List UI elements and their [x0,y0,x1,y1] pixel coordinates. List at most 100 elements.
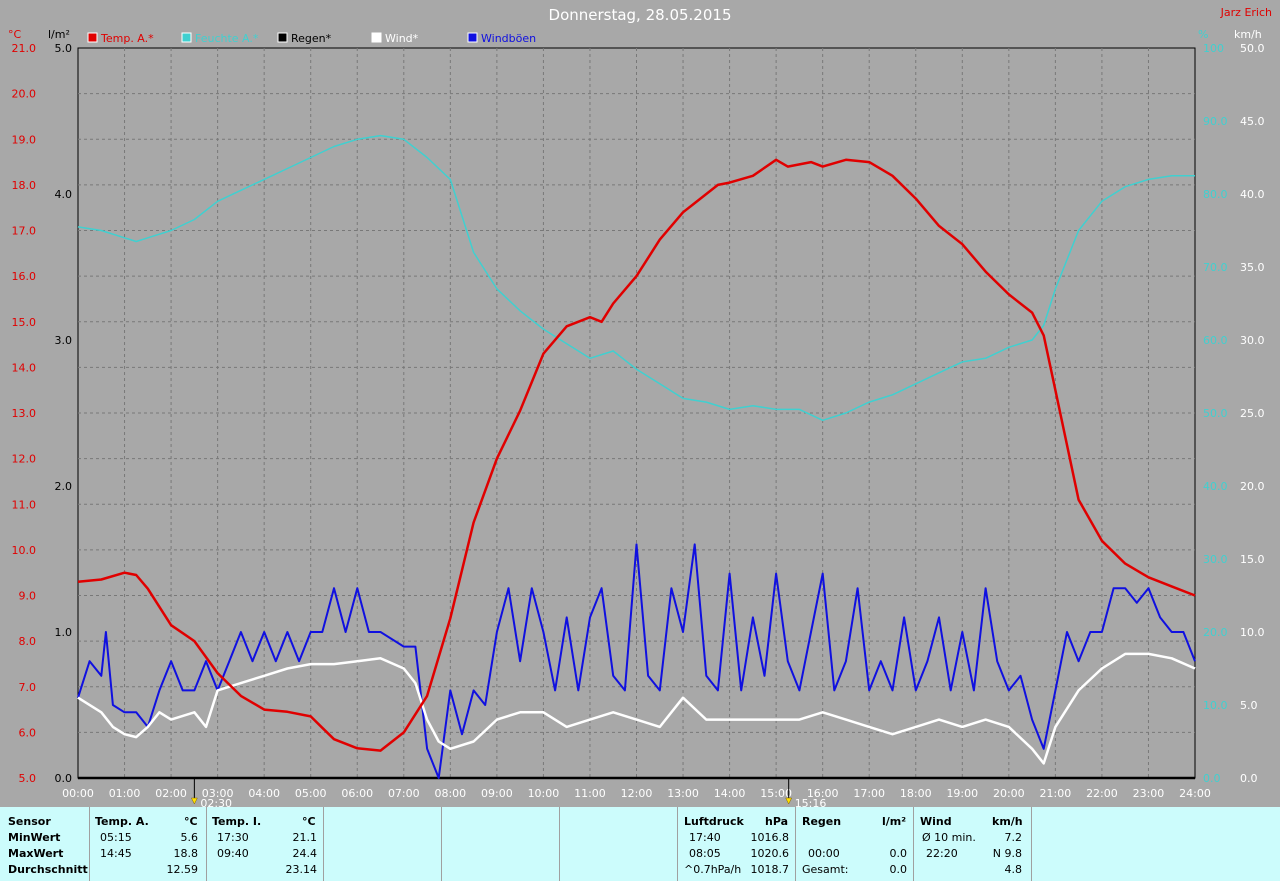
row-label-avg: Durchschnitt [8,863,88,876]
pressure-min-time: 17:40 [689,831,721,844]
temp-a-min-time: 05:15 [100,831,132,844]
temp-i-min-time: 17:30 [217,831,249,844]
weather-chart: °C 5.0 6.0 7.0 8.0 9.0 10.0 11.0 12.0 13.0 14.0 15.… [8,6,1272,807]
x-tick-label: 10:00 [528,787,560,800]
x-tick-label: 18:00 [900,787,932,800]
sensor-header: Sensor [8,815,51,828]
humidity-axis-unit: % [1198,28,1208,41]
x-tick-label: 05:00 [295,787,327,800]
humidity-tick-label: 0.0 [1203,772,1221,785]
temp-tick-label: 10.0 [12,544,37,557]
x-tick-label: 24:00 [1179,787,1211,800]
pressure-trend-label: ^0.7hPa/h [684,863,742,876]
temp-a-min-val: 5.6 [180,831,199,844]
temp-tick-label: 5.0 [19,772,37,785]
wind-mean: 4.8 [1004,863,1023,876]
temp-tick-label: 15.0 [12,316,37,329]
temp-a-avg: 12.59 [166,863,199,876]
rain-header: Regen [802,815,842,828]
wind-tick-label: 25.0 [1240,407,1265,420]
series-line [77,134,1195,422]
wind-tick-label: 45.0 [1240,115,1265,128]
x-tick-label: 19:00 [946,787,978,800]
x-tick-label: 04:00 [248,787,280,800]
temp-a-header: Temp. A. [95,815,149,828]
wind-tick-label: 50.0 [1240,42,1265,55]
x-tick-label: 06:00 [341,787,373,800]
legend-swatch [87,32,98,43]
temp-tick-label: 16.0 [12,270,37,283]
chart-title: Donnerstag, 28.05.2015 [549,6,732,24]
wind-tick-label: 35.0 [1240,261,1265,274]
legend-label: Wind* [385,32,419,45]
humidity-tick-label: 60.0 [1203,334,1228,347]
pressure-header: Luftdruck [684,815,744,828]
temp-tick-label: 7.0 [19,681,37,694]
wind-tick-label: 15.0 [1240,553,1265,566]
rain-time: 00:00 [808,847,840,860]
x-tick-label: 13:00 [667,787,699,800]
temp-tick-label: 13.0 [12,407,37,420]
rain-axis-unit: l/m² [48,28,70,41]
humidity-tick-label: 70.0 [1203,261,1228,274]
x-tick-label: 09:00 [481,787,513,800]
legend-swatch [371,32,382,43]
humidity-tick-label: 100 [1203,42,1224,55]
x-tick-label: 22:00 [1086,787,1118,800]
series-line [77,543,1196,779]
rain-tick-label: 5.0 [55,42,73,55]
humidity-tick-label: 90.0 [1203,115,1228,128]
x-tick-label: 12:00 [621,787,653,800]
marker-label: 15:16 [795,797,827,807]
marker-arrow-icon [190,797,198,805]
temp-tick-label: 17.0 [12,225,37,238]
temp-tick-label: 14.0 [12,361,37,374]
row-label-max: MaxWert [8,847,64,860]
rain-tick-label: 0.0 [55,772,73,785]
wind-tick-label: 10.0 [1240,626,1265,639]
x-tick-label: 20:00 [993,787,1025,800]
humidity-tick-label: 50.0 [1203,407,1228,420]
legend-label: Regen* [291,32,332,45]
rain-val: 0.0 [889,847,908,860]
x-tick-label: 15:00 [760,787,792,800]
wind-avg-val: 7.2 [1004,831,1023,844]
rain-total-label: Gesamt: [802,863,849,876]
x-tick-label: 03:00 [202,787,234,800]
pressure-unit: hPa [765,815,789,828]
temp-a-max-time: 14:45 [100,847,132,860]
temp-tick-label: 12.0 [12,453,37,466]
humidity-tick-label: 30.0 [1203,553,1228,566]
x-tick-label: 21:00 [1040,787,1072,800]
temp-tick-label: 19.0 [12,133,37,146]
rain-total-val: 0.0 [889,863,908,876]
wind-max-val: N 9.8 [992,847,1022,860]
x-tick-label: 07:00 [388,787,420,800]
temp-tick-label: 11.0 [12,498,37,511]
marker-label: 02:30 [200,797,232,807]
x-tick-label: 14:00 [714,787,746,800]
wind-unit: km/h [992,815,1023,828]
wind-tick-label: 0.0 [1240,772,1258,785]
temp-tick-label: 21.0 [12,42,37,55]
legend-label: Windböen [481,32,536,45]
wind-tick-label: 20.0 [1240,480,1265,493]
temp-i-max-val: 24.4 [292,847,318,860]
wind-tick-label: 5.0 [1240,699,1258,712]
humidity-tick-label: 40.0 [1203,480,1228,493]
wind-tick-label: 30.0 [1240,334,1265,347]
series-line [77,158,1196,752]
pressure-max-time: 08:05 [689,847,721,860]
rain-tick-label: 4.0 [55,188,73,201]
x-tick-label: 00:00 [62,787,94,800]
temp-a-unit: °C [184,815,198,828]
humidity-tick-label: 80.0 [1203,188,1228,201]
humidity-tick-label: 20.0 [1203,626,1228,639]
temp-tick-label: 20.0 [12,88,37,101]
temp-i-header: Temp. I. [212,815,262,828]
legend-label: Temp. A.* [100,32,154,45]
wind-axis-unit: km/h [1234,28,1262,41]
rain-tick-label: 3.0 [55,334,73,347]
temp-i-avg: 23.14 [285,863,318,876]
pressure-max-val: 1020.6 [750,847,790,860]
